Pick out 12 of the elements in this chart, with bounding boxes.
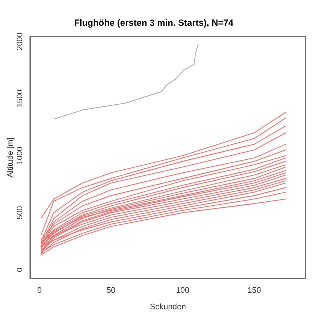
y-tick-label: 1000 <box>15 146 24 165</box>
x-tick-label: 150 <box>248 286 262 295</box>
y-axis-title: Altitude [m] <box>6 138 16 178</box>
x-tick-label: 100 <box>176 286 190 295</box>
x-axis-title: Sekunden <box>150 302 186 312</box>
x-tick-label: 0 <box>37 286 42 295</box>
y-tick-label: 1500 <box>15 89 24 108</box>
x-tick-label: 50 <box>106 286 116 295</box>
y-tick-label: 0 <box>15 267 24 272</box>
y-tick-label: 2000 <box>15 32 24 51</box>
chart-title: Flughöhe (ersten 3 min. Starts), N=74 <box>74 18 234 28</box>
y-tick-label: 500 <box>15 206 24 220</box>
